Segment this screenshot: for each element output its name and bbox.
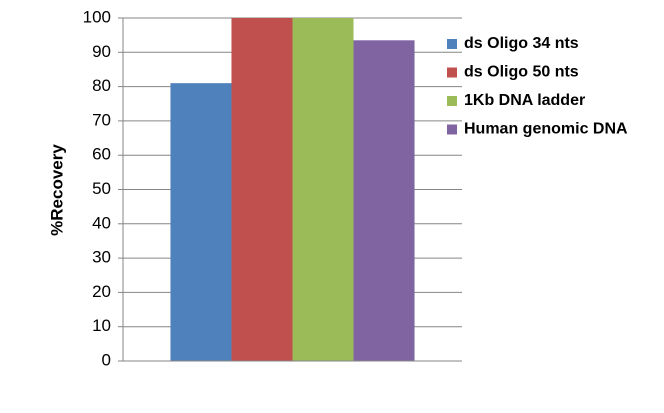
legend-swatch bbox=[447, 67, 457, 78]
legend-swatch bbox=[447, 96, 457, 106]
legend-text: ds Oligo 34 nts bbox=[464, 35, 579, 52]
y-tick-label: 100 bbox=[83, 7, 111, 26]
y-tick-label: 10 bbox=[92, 316, 111, 335]
y-tick-label: 80 bbox=[92, 76, 111, 95]
y-tick-label: 70 bbox=[92, 110, 111, 129]
y-tick-label: 50 bbox=[92, 179, 111, 198]
y-tick-label: 90 bbox=[92, 42, 111, 61]
legend-text: 1Kb DNA ladder bbox=[464, 92, 585, 109]
y-axis-label: %Recovery bbox=[47, 144, 66, 236]
y-tick-label: 20 bbox=[92, 282, 111, 301]
y-tick-label: 40 bbox=[92, 213, 111, 232]
bar bbox=[353, 40, 415, 362]
bar bbox=[170, 83, 232, 362]
y-tick-label: 60 bbox=[92, 145, 111, 164]
y-tick-label: 0 bbox=[102, 350, 111, 369]
legend-swatch bbox=[447, 124, 457, 135]
legend-text: ds Oligo 50 nts bbox=[464, 64, 579, 81]
legend-swatch bbox=[447, 39, 457, 49]
y-tick-label: 30 bbox=[92, 248, 111, 267]
legend-text: Human genomic DNA bbox=[464, 121, 628, 138]
bar bbox=[231, 18, 293, 361]
bar bbox=[292, 18, 354, 361]
